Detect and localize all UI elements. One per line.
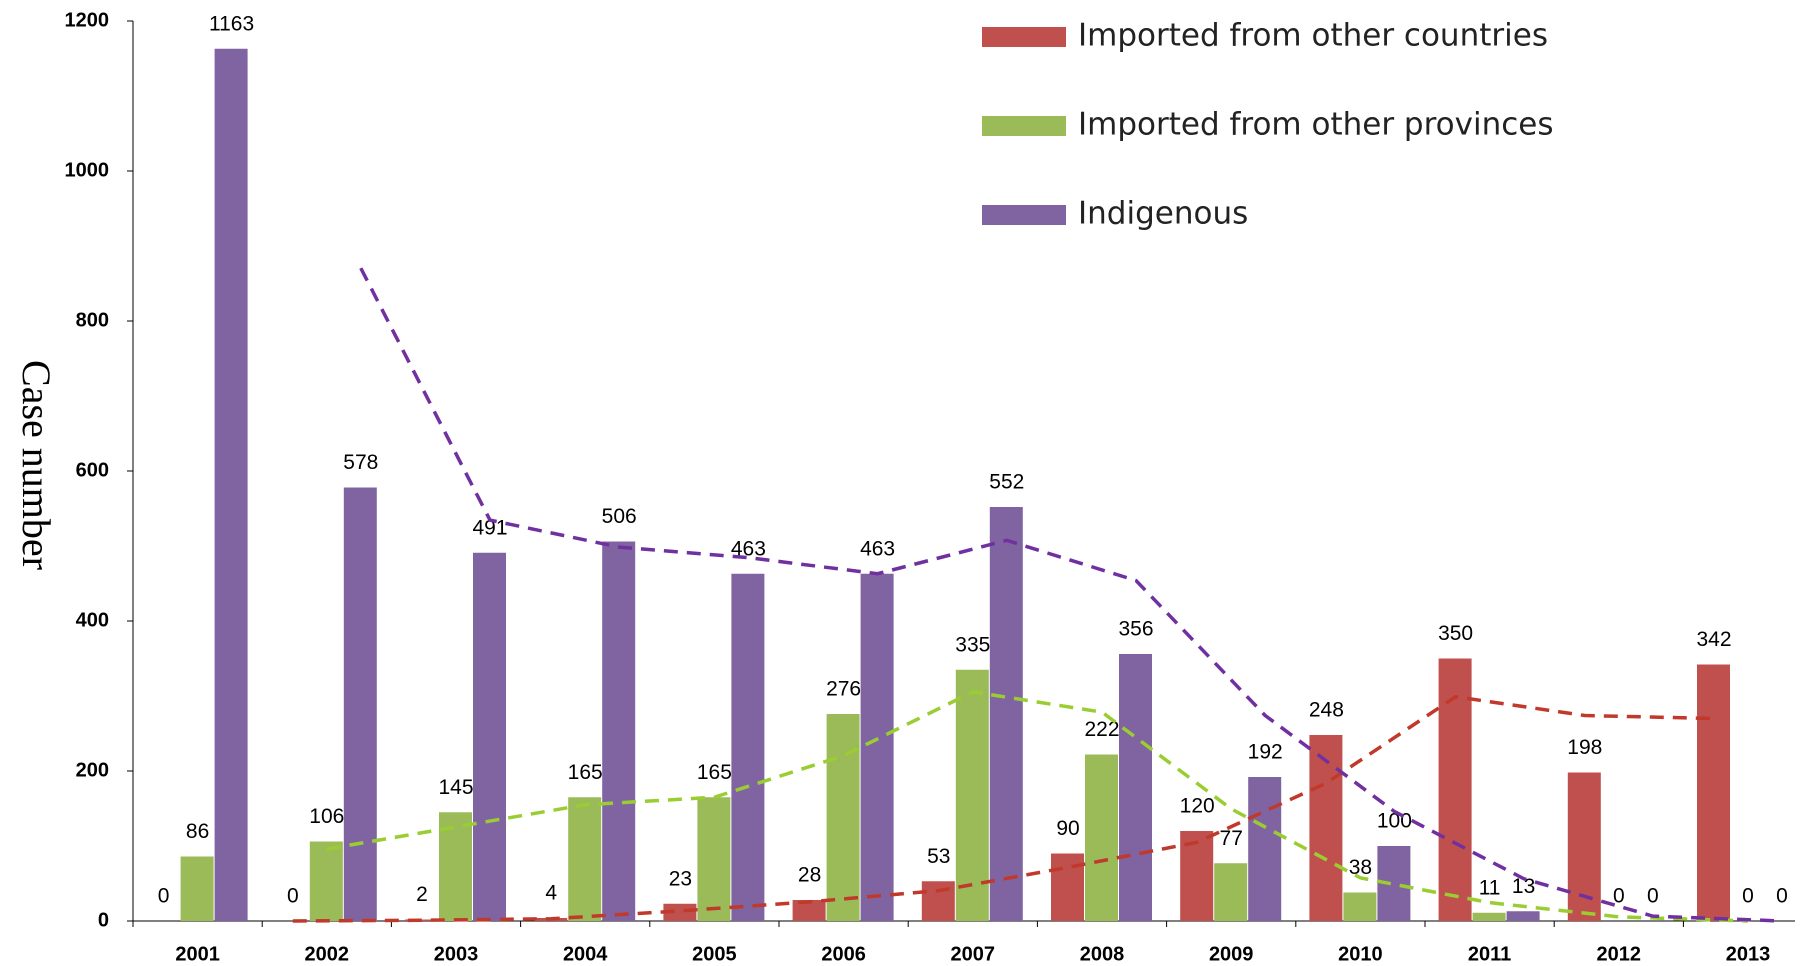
y-axis-label: Case number	[14, 360, 59, 570]
value-label: 0	[287, 885, 299, 908]
value-label: 0	[1647, 885, 1659, 908]
legend-label: Indigenous	[1078, 196, 1248, 232]
trend-line	[326, 690, 1749, 923]
value-label: 0	[1742, 885, 1754, 908]
x-tick-label: 2007	[951, 943, 996, 965]
value-label: 248	[1309, 699, 1344, 722]
bar	[731, 573, 765, 921]
bar	[1085, 754, 1118, 921]
value-label: 222	[1084, 718, 1119, 741]
x-tick-label: 2009	[1209, 943, 1254, 965]
y-tick-label: 0	[98, 909, 109, 931]
value-label: 28	[798, 864, 821, 887]
x-tick-label: 2006	[821, 943, 866, 965]
y-tick-label: 800	[76, 309, 109, 331]
y-tick-label: 400	[76, 609, 109, 631]
value-label: 90	[1056, 817, 1079, 840]
x-tick-label: 2004	[563, 943, 608, 965]
value-label: 192	[1248, 741, 1283, 764]
value-label: 120	[1180, 795, 1215, 818]
bar	[1438, 658, 1472, 921]
value-label: 491	[472, 516, 507, 539]
value-label: 0	[1776, 885, 1788, 908]
value-label: 0	[158, 885, 170, 908]
bar	[1506, 911, 1540, 921]
bar	[1119, 654, 1152, 921]
value-label: 350	[1438, 622, 1473, 645]
y-tick-label: 600	[76, 459, 109, 481]
value-label: 165	[568, 761, 603, 784]
x-tick-label: 2002	[305, 943, 350, 965]
bar	[1472, 912, 1506, 921]
trend-line	[359, 267, 1783, 923]
value-label: 198	[1567, 736, 1602, 759]
bar	[1309, 735, 1343, 921]
value-label: 335	[955, 633, 990, 656]
value-label: 86	[186, 820, 209, 843]
bar	[989, 507, 1023, 921]
bar	[568, 797, 602, 921]
value-label: 13	[1512, 875, 1535, 898]
value-label: 23	[669, 867, 692, 890]
value-label: 145	[438, 776, 473, 799]
bar	[343, 487, 377, 921]
bar	[473, 552, 506, 921]
bar	[697, 797, 731, 921]
x-tick-label: 2013	[1726, 943, 1771, 965]
y-tick-label: 200	[76, 759, 109, 781]
value-label: 276	[826, 678, 861, 701]
bar	[1214, 863, 1248, 921]
bar	[309, 841, 343, 921]
x-tick-label: 2008	[1080, 943, 1125, 965]
legend-swatch	[982, 27, 1066, 47]
value-label: 506	[602, 505, 637, 528]
bar	[1343, 892, 1377, 921]
x-tick-label: 2011	[1468, 943, 1511, 965]
value-label: 38	[1349, 856, 1372, 879]
legend-swatch	[982, 116, 1066, 136]
bar	[1697, 664, 1730, 921]
value-label: 11	[1479, 876, 1501, 899]
value-label: 2	[416, 883, 428, 906]
legend-swatch	[982, 205, 1066, 225]
value-label: 463	[731, 537, 766, 560]
trend-line	[292, 694, 1715, 923]
value-label: 77	[1220, 827, 1243, 850]
bar	[921, 881, 955, 921]
value-label: 356	[1118, 618, 1153, 641]
value-label: 0	[1613, 885, 1625, 908]
value-label: 53	[927, 845, 950, 868]
legend-label: Imported from other countries	[1078, 18, 1548, 54]
value-label: 1163	[209, 12, 254, 35]
bar	[1567, 772, 1601, 921]
bar	[1248, 777, 1282, 921]
y-tick-label: 1000	[65, 159, 110, 181]
bar	[214, 48, 248, 921]
bar	[826, 714, 860, 921]
x-tick-label: 2001	[175, 943, 220, 965]
bar	[663, 903, 697, 921]
x-tick-label: 2003	[434, 943, 479, 965]
x-tick-label: 2010	[1338, 943, 1383, 965]
x-tick-label: 2005	[692, 943, 737, 965]
bar	[180, 856, 214, 921]
value-label: 342	[1696, 628, 1731, 651]
value-label: 165	[697, 761, 732, 784]
bar	[955, 669, 989, 921]
value-label: 106	[309, 805, 344, 828]
value-label: 463	[860, 537, 895, 560]
bar	[602, 541, 636, 921]
value-label: 552	[989, 471, 1024, 494]
legend-label: Imported from other provinces	[1078, 107, 1554, 143]
value-label: 4	[545, 882, 557, 905]
x-tick-label: 2012	[1597, 943, 1642, 965]
y-tick-label: 1200	[65, 9, 110, 31]
bar	[860, 573, 894, 921]
bar	[792, 900, 826, 921]
value-label: 578	[343, 451, 378, 474]
